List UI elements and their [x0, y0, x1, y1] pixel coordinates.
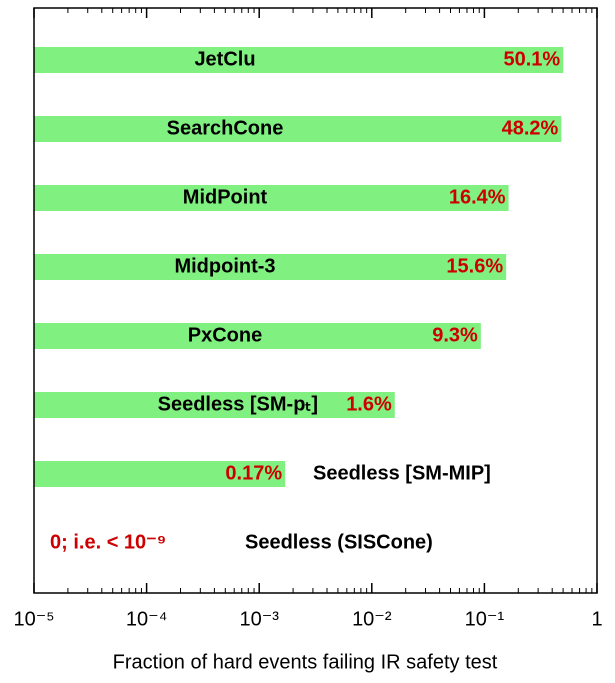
value-label: 0; i.e. < 10⁻⁹ [50, 531, 166, 553]
bar [34, 392, 395, 418]
category-label: Seedless [SM-MIP] [313, 462, 491, 484]
plot-frame [33, 7, 598, 594]
value-label: 1.6% [346, 393, 392, 415]
x-tick-label: 10⁻³ [239, 608, 279, 630]
category-label: PxCone [188, 324, 262, 346]
x-tick-label: 1 [591, 608, 602, 630]
value-label: 16.4% [449, 186, 506, 208]
value-label: 0.17% [225, 462, 282, 484]
bar [34, 47, 564, 73]
bar [34, 323, 481, 349]
bar [34, 461, 286, 487]
bar [34, 254, 507, 280]
x-tick-label: 10⁻¹ [465, 608, 505, 630]
x-tick-label: 10⁻⁴ [126, 608, 167, 630]
bar [34, 116, 562, 142]
x-tick-label: 10⁻⁵ [13, 608, 54, 630]
bar [34, 185, 509, 211]
category-label: Midpoint-3 [174, 255, 275, 277]
value-label: 50.1% [503, 48, 560, 70]
category-label: Seedless [SM-pₜ] [158, 393, 318, 415]
value-label: 9.3% [432, 324, 478, 346]
value-label: 48.2% [502, 117, 559, 139]
category-label: MidPoint [183, 186, 268, 208]
category-label: Seedless (SISCone) [245, 531, 433, 553]
category-label: JetClu [194, 48, 255, 70]
category-label: SearchCone [167, 117, 284, 139]
x-axis-title: Fraction of hard events failing IR safet… [113, 651, 498, 673]
x-tick-label: 10⁻² [352, 608, 392, 630]
value-label: 15.6% [446, 255, 503, 277]
